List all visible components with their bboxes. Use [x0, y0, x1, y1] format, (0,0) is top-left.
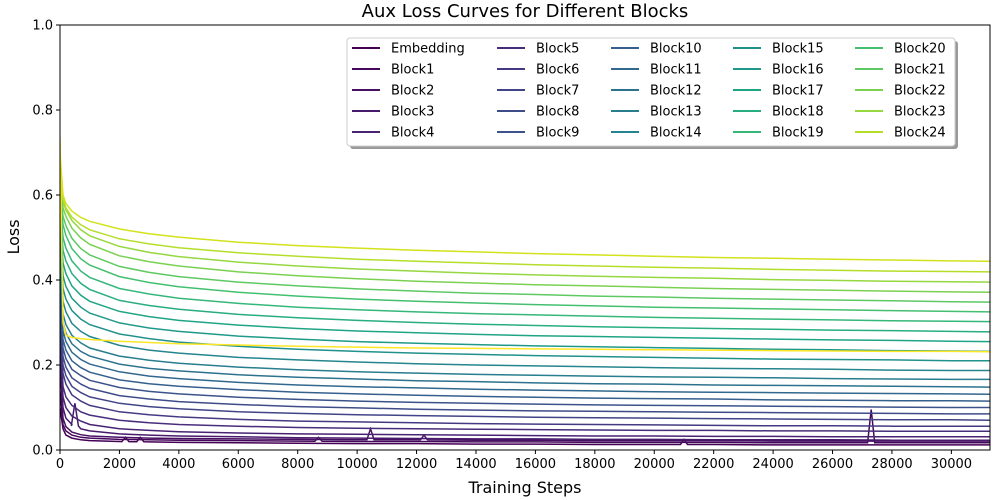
- x-tick-label: 18000: [574, 457, 615, 472]
- legend-entry-label: Block21: [894, 63, 946, 78]
- series-line-block9: [60, 288, 990, 409]
- legend-entry-label: Embedding: [391, 42, 465, 57]
- legend-entry-label: Block10: [650, 42, 702, 57]
- legend-box: [346, 37, 956, 147]
- legend-entry-label: Block5: [536, 42, 579, 57]
- x-tick-label: 30000: [931, 457, 972, 472]
- series-line-block21: [60, 186, 990, 303]
- series-line-block5: [60, 322, 990, 433]
- x-tick-label: 20000: [634, 457, 675, 472]
- series-line-block8: [60, 296, 990, 415]
- series-line-block19: [60, 203, 990, 323]
- x-tick-label: 24000: [752, 457, 793, 472]
- legend-entry-label: Block22: [894, 84, 946, 99]
- series-line-block22: [60, 177, 990, 294]
- x-tick-label: 26000: [812, 457, 853, 472]
- series-line-embedding: [60, 407, 990, 446]
- chart-title: Aux Loss Curves for Different Blocks: [362, 1, 689, 22]
- legend-entry-label: Block6: [536, 63, 579, 78]
- series-line-block16: [60, 228, 990, 353]
- legend-entry-label: Block15: [772, 42, 824, 57]
- legend-entry-label: Block4: [391, 126, 434, 141]
- x-tick-label: 0: [56, 457, 64, 472]
- x-tick-label: 14000: [455, 457, 496, 472]
- x-tick-label: 12000: [396, 457, 437, 472]
- legend-entry-label: Block9: [536, 126, 579, 141]
- series-line-block20: [60, 194, 990, 313]
- x-tick-label: 8000: [281, 457, 314, 472]
- series-line-unlabeled-25: [60, 152, 990, 263]
- y-axis-label: Loss: [4, 219, 23, 254]
- legend-entry-label: Block24: [894, 126, 946, 141]
- y-tick-label: 0.4: [32, 274, 53, 289]
- y-tick-label: 0.6: [32, 189, 53, 204]
- y-tick-label: 0.2: [32, 359, 53, 374]
- y-tick-label: 0.0: [32, 444, 53, 459]
- legend-entry-label: Block11: [650, 63, 702, 78]
- series-line-block11: [60, 271, 990, 396]
- y-axis: 0.0 0.2 0.4 0.6 0.8 1.0: [32, 19, 60, 459]
- series-line-block17: [60, 220, 990, 343]
- legend-entry-label: Block18: [772, 105, 824, 120]
- x-tick-label: 6000: [222, 457, 255, 472]
- legend-entry-label: Block13: [650, 105, 702, 120]
- x-axis: 0 2000 4000 6000 8000 10000 12000 14000 16000 180…: [56, 450, 972, 472]
- x-tick-label: 10000: [336, 457, 377, 472]
- series-line-block14: [60, 245, 990, 372]
- series-line-block18: [60, 211, 990, 333]
- y-tick-label: 1.0: [32, 19, 53, 34]
- series-line-block4: [60, 335, 990, 438]
- series-line-block10: [60, 279, 990, 402]
- legend-entry-label: Block3: [391, 105, 434, 120]
- legend-entry-label: Block14: [650, 126, 702, 141]
- series-line-block6: [60, 313, 990, 427]
- legend-entry-label: Block1: [391, 63, 434, 78]
- x-axis-label: Training Steps: [468, 478, 582, 497]
- legend: Embedding Block1 Block2 Block3 Block4 Block5 B…: [346, 37, 958, 149]
- legend-entry-label: Block20: [894, 42, 946, 57]
- legend-entry-label: Block8: [536, 105, 579, 120]
- plot-frame: [59, 24, 991, 451]
- series-line-unlabeled-26: [60, 137, 990, 353]
- legend-entry-label: Block19: [772, 126, 824, 141]
- x-tick-label: 22000: [693, 457, 734, 472]
- series-line-block12: [60, 262, 990, 388]
- series-line-block2: [60, 364, 990, 442]
- x-tick-label: 28000: [871, 457, 912, 472]
- series-line-block15: [60, 237, 990, 362]
- series-line-block23: [60, 169, 990, 283]
- legend-entry-label: Block16: [772, 63, 824, 78]
- series-line-block13: [60, 254, 990, 381]
- series-line-block7: [60, 305, 990, 422]
- series-line-block3: [60, 347, 990, 441]
- legend-entry-label: Block17: [772, 84, 824, 99]
- x-tick-label: 16000: [515, 457, 556, 472]
- legend-entry-label: Block23: [894, 105, 946, 120]
- x-tick-label: 2000: [103, 457, 136, 472]
- series-line-block24: [60, 160, 990, 273]
- y-tick-label: 0.8: [32, 104, 53, 119]
- legend-entry-label: Block2: [391, 84, 434, 99]
- legend-entry-label: Block7: [536, 84, 579, 99]
- legend-entry-label: Block12: [650, 84, 702, 99]
- x-tick-label: 4000: [162, 457, 195, 472]
